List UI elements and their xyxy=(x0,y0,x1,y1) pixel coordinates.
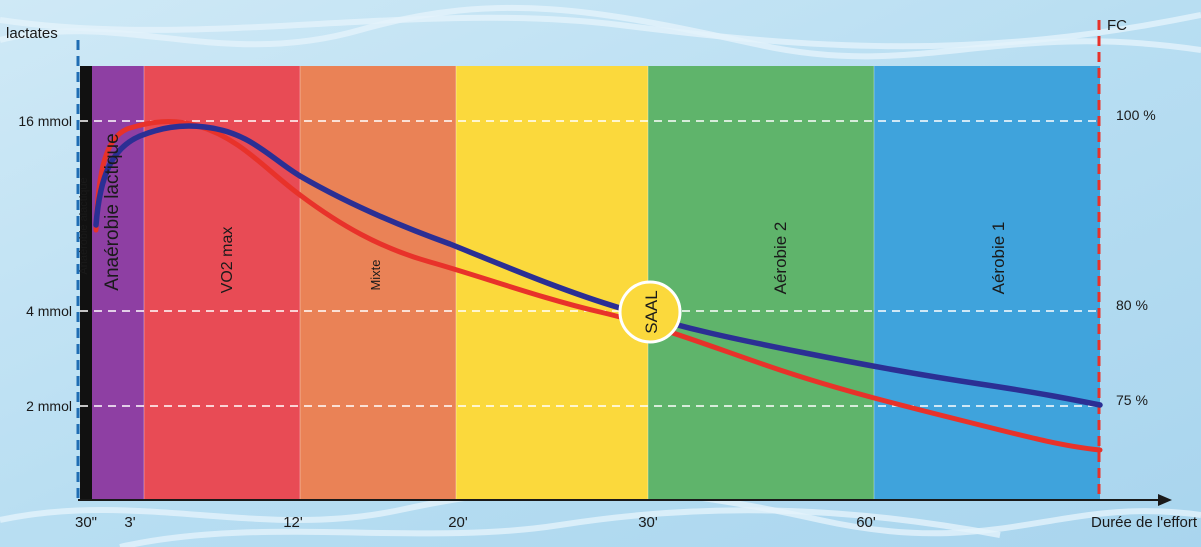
x-tick-label: 20' xyxy=(448,514,468,531)
curve-blue xyxy=(93,123,1103,408)
zone-band xyxy=(648,66,874,500)
x-tick-label: 12' xyxy=(283,514,303,531)
saal-badge xyxy=(618,280,682,344)
y-left-tick-label: 4 mmol xyxy=(26,303,72,319)
labels: lactates FC Durée de l'effort 16 mmol 4 mmol… xyxy=(6,17,1198,531)
zone-label: Aérobie 1 xyxy=(989,222,1008,295)
zone-band xyxy=(80,66,92,500)
y-right-tick-label: 75 % xyxy=(1116,392,1148,408)
right-axis-label: FC xyxy=(1107,17,1127,34)
curve-red xyxy=(93,119,1103,453)
x-axis-label: Durée de l'effort xyxy=(1091,514,1198,531)
y-right-tick-label: 100 % xyxy=(1116,107,1156,123)
x-tick-label: 30' xyxy=(638,514,658,531)
x-tick-label: 30" xyxy=(75,514,97,531)
y-left-tick-label: 2 mmol xyxy=(26,398,72,414)
x-tick-label: 3' xyxy=(124,514,135,531)
zone-label: Anaérobie lactique xyxy=(102,133,123,290)
y-left-tick-label: 16 mmol xyxy=(18,113,72,129)
x-tick-label: 60' xyxy=(856,514,876,531)
bg-wave xyxy=(119,507,1001,547)
zone-label: Mixte xyxy=(368,259,383,290)
zone-label: Aérobie 2 xyxy=(771,222,790,295)
left-axis-label: lactates xyxy=(6,25,58,42)
zone-band xyxy=(874,66,1100,500)
curves xyxy=(93,119,1103,453)
zone-label: VO2 max xyxy=(219,227,236,294)
zone-label: Anaérobie alactique xyxy=(78,177,90,274)
zone-bands xyxy=(80,66,1100,500)
bg-wave xyxy=(0,12,1201,50)
bg-wave xyxy=(0,4,1201,60)
axes xyxy=(76,20,1172,506)
zone-band xyxy=(300,66,456,500)
saal-label: SAAL xyxy=(642,290,661,333)
y-right-tick-label: 80 % xyxy=(1116,297,1148,313)
x-axis-arrow xyxy=(1158,494,1172,506)
